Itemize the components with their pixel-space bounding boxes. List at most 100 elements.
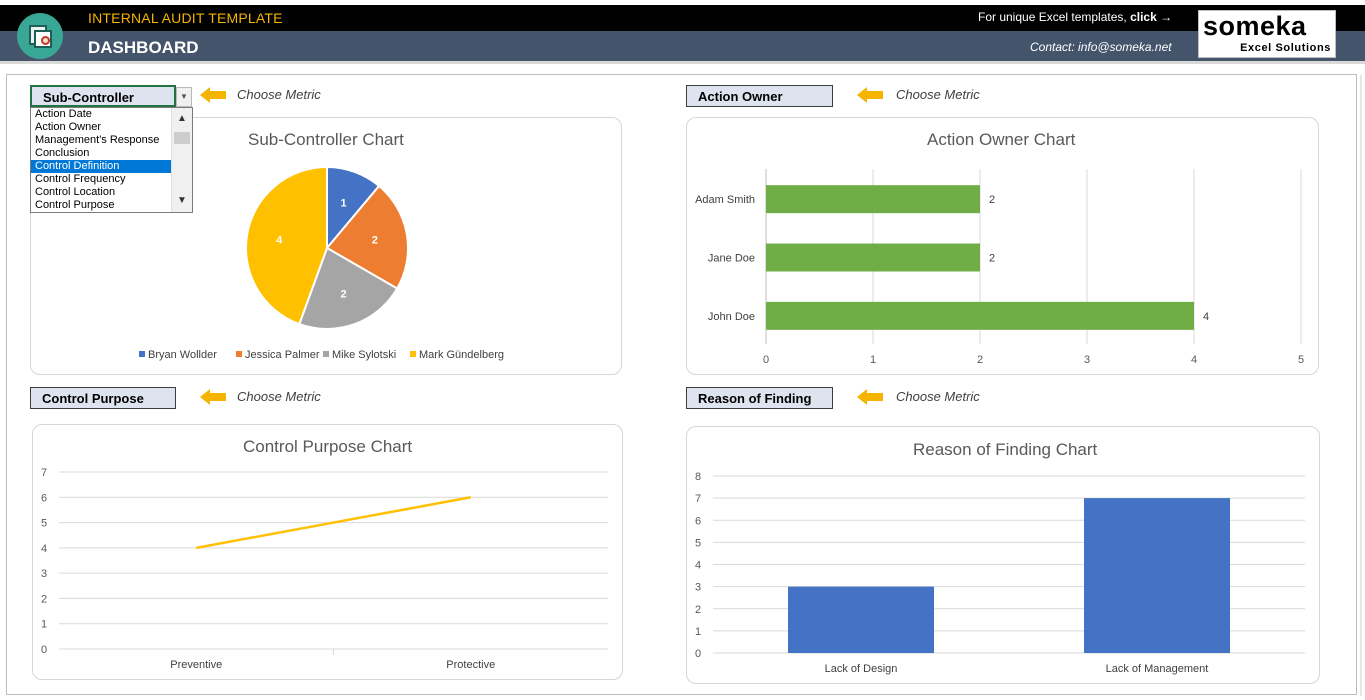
bar [1084, 498, 1230, 653]
bar [788, 586, 934, 653]
tick-label: 2 [977, 354, 983, 366]
tick-label: 3 [1084, 354, 1090, 366]
tick-label: 8 [695, 471, 701, 483]
magnifier-icon [41, 36, 50, 45]
legend-swatch [410, 351, 416, 357]
legend-swatch [139, 351, 145, 357]
bar-data-label: 2 [989, 253, 995, 265]
tick-label: 3 [41, 568, 47, 580]
dropdown-option[interactable]: Control Location [35, 186, 116, 198]
bar-data-label: 4 [1203, 311, 1209, 323]
choose-metric-hint: Choose Metric [237, 389, 321, 404]
dropdown-option[interactable]: Action Owner [35, 121, 102, 133]
tick-label: 2 [41, 593, 47, 605]
promo-click-link[interactable]: click → [1130, 10, 1173, 24]
arrow-left-icon [857, 87, 885, 103]
scroll-down-icon[interactable]: ▼ [177, 195, 187, 206]
category-label: Preventive [170, 659, 222, 671]
audit-logo-icon [17, 13, 63, 59]
slice-data-label: 2 [341, 289, 347, 301]
contact-email[interactable]: Contact: info@someka.net [1030, 40, 1172, 54]
tick-label: 1 [870, 354, 876, 366]
legend-swatch [236, 351, 242, 357]
dropdown-option[interactable]: Control Frequency [35, 173, 126, 185]
slice-data-label: 1 [341, 197, 347, 209]
category-label: Lack of Design [825, 663, 898, 675]
tick-label: 4 [695, 560, 701, 572]
scroll-thumb[interactable] [174, 132, 190, 144]
tick-label: 4 [1191, 354, 1197, 366]
arrow-left-icon [857, 389, 885, 405]
action-owner-chart-card: Action Owner Chart 0 1 2 3 4 5 Adam Smith 2 Jane… [686, 117, 1319, 375]
bar-data-label: 2 [989, 194, 995, 206]
tick-label: 1 [41, 619, 47, 631]
slice-data-label: 4 [276, 235, 283, 247]
bar [766, 243, 980, 272]
template-title: INTERNAL AUDIT TEMPLATE [88, 10, 283, 26]
dashboard-frame [6, 74, 1362, 696]
chart-title: Control Purpose Chart [243, 437, 413, 456]
pie-slice [245, 165, 328, 326]
page-title: DASHBOARD [88, 38, 199, 57]
dropdown-scrollbar[interactable]: ▲ ▼ [171, 108, 192, 212]
brand-name: someka [1203, 11, 1307, 41]
someka-brand-logo[interactable]: someka Excel Solutions [1198, 10, 1336, 58]
line-chart: 0 1 2 3 4 5 6 7 Preventive Protective [41, 467, 608, 671]
choose-metric-hint: Choose Metric [896, 389, 980, 404]
legend-entry: Mark Gündelberg [419, 349, 504, 361]
pie-chart: 1 2 2 4 Bryan Wollder Jessica Palmer Mike Sylo… [139, 165, 504, 361]
tick-label: 0 [695, 648, 701, 660]
metric-select-sub-controller[interactable]: Sub-Controller [30, 85, 176, 107]
dropdown-option[interactable]: Conclusion [35, 147, 90, 159]
legend-entry: Mike Sylotski [332, 349, 396, 361]
legend-swatch [323, 351, 329, 357]
choose-metric-hint: Choose Metric [896, 87, 980, 102]
tick-label: 5 [1298, 354, 1304, 366]
pie-slice [298, 246, 399, 330]
slice-data-label: 2 [372, 235, 378, 247]
frame-shadow [1360, 75, 1362, 696]
metric-select-action-owner[interactable]: Action Owner [686, 85, 833, 107]
tick-label: 0 [41, 644, 47, 656]
tick-label: 5 [41, 518, 47, 530]
scroll-up-icon[interactable]: ▲ [177, 113, 187, 124]
category-label: Protective [446, 659, 495, 671]
dropdown-option[interactable]: Control Purpose [35, 199, 115, 211]
tick-label: 7 [695, 493, 701, 505]
bar [766, 301, 1194, 330]
legend-entry: Jessica Palmer [245, 349, 320, 361]
chart-title: Sub-Controller Chart [248, 130, 404, 149]
dropdown-option[interactable]: Action Date [35, 108, 92, 120]
brand-tagline: Excel Solutions [1240, 42, 1331, 54]
category-label: Jane Doe [708, 253, 755, 265]
chart-title: Action Owner Chart [927, 130, 1076, 149]
control-purpose-chart-card: Control Purpose Chart 0 1 2 3 4 5 6 7 Preventive… [32, 424, 623, 680]
tick-label: 1 [695, 626, 701, 638]
dropdown-option[interactable]: Management's Response [35, 134, 160, 146]
metric-select-control-purpose[interactable]: Control Purpose [30, 387, 176, 409]
promo-text: For unique Excel templates, click → [978, 10, 1172, 24]
dropdown-toggle-button[interactable]: ▼ [176, 87, 192, 107]
promo-label: For unique Excel templates, [978, 10, 1127, 24]
vertical-bar-chart: 0 1 2 3 4 5 6 7 8 Lack of Design Lack of Managemen… [695, 471, 1305, 675]
tick-label: 5 [695, 537, 701, 549]
category-label: Lack of Management [1106, 663, 1209, 675]
tick-label: 0 [763, 354, 769, 366]
dropdown-option[interactable]: Control Definition [31, 160, 171, 173]
series-line [196, 496, 471, 550]
header-top-band [0, 5, 1365, 31]
tick-label: 6 [41, 492, 47, 504]
tick-label: 7 [41, 467, 47, 479]
tick-label: 3 [695, 582, 701, 594]
tick-label: 6 [695, 515, 701, 527]
category-label: John Doe [708, 311, 755, 323]
reason-of-finding-chart-card: Reason of Finding Chart 0 1 2 3 4 5 6 7 8 Lack of… [686, 426, 1320, 684]
category-label: Adam Smith [695, 194, 755, 206]
chart-title: Reason of Finding Chart [913, 440, 1098, 459]
bar [766, 185, 980, 214]
legend-entry: Bryan Wollder [148, 349, 217, 361]
header-bottom-band [0, 31, 1365, 61]
metric-select-reason-of-finding[interactable]: Reason of Finding [686, 387, 833, 409]
arrow-left-icon [200, 87, 228, 103]
metric-dropdown-list[interactable]: Action Date Action Owner Management's Resp… [30, 107, 193, 213]
